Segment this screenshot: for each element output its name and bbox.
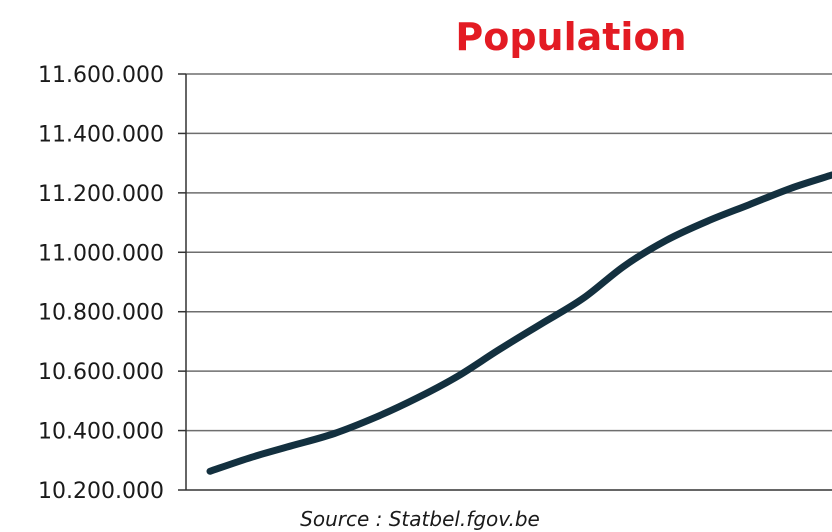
series-layer	[206, 171, 832, 475]
population-series-line	[206, 171, 832, 475]
y-tick-label: 11.600.000	[38, 63, 164, 88]
source-note: Source : Statbel.fgov.be	[300, 507, 540, 531]
y-tick-label: 11.400.000	[38, 122, 164, 147]
axis-layer: 10.200.000 10.400.000 10.600.000 10.800.000…	[38, 63, 832, 504]
y-tick-label: 10.800.000	[38, 301, 164, 326]
y-tick-label: 10.200.000	[38, 479, 164, 504]
grid-layer	[186, 73, 832, 432]
y-tick-label: 11.200.000	[38, 182, 164, 207]
chart-title: Population	[455, 15, 686, 59]
y-tick-label: 10.400.000	[38, 420, 164, 445]
y-tick-label: 10.600.000	[38, 360, 164, 385]
y-tick-label: 11.000.000	[38, 241, 164, 266]
